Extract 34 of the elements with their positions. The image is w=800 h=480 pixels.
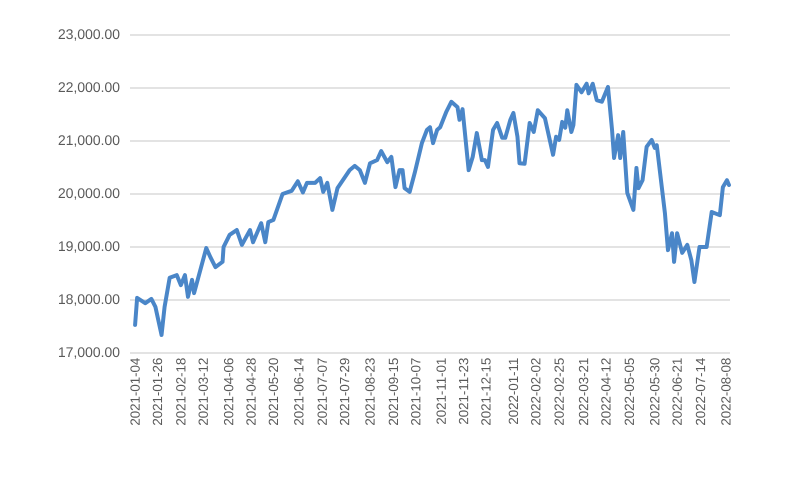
- y-tick-label: 22,000.00: [58, 82, 120, 94]
- y-tick-label: 21,000.00: [58, 135, 120, 147]
- x-tick-label: 2021-10-07: [411, 358, 420, 425]
- line-series: [133, 82, 731, 337]
- x-tick-label: 2022-06-21: [672, 358, 682, 425]
- x-tick-label: 2021-01-26: [152, 358, 162, 425]
- x-tick-label: 2021-07-29: [340, 358, 350, 425]
- x-tick-label: 2021-03-12: [198, 358, 208, 425]
- y-tick-label: 23,000.00: [58, 29, 120, 41]
- x-tick-label: 2022-05-05: [624, 358, 634, 425]
- x-tick-label: 2022-05-30: [650, 358, 660, 425]
- x-tick-label: 2021-05-20: [268, 358, 278, 425]
- y-tick-label: 20,000.00: [58, 188, 120, 200]
- x-tick-label: 2021-04-06: [224, 358, 234, 425]
- y-tick-label: 19,000.00: [58, 241, 120, 253]
- x-tick-label: 2021-11-23: [458, 358, 468, 424]
- x-tick-label: 2021-02-18: [176, 358, 186, 425]
- x-tick-label: 2022-08-08: [721, 358, 731, 425]
- x-tick-label: 2021-07-07: [318, 358, 327, 425]
- y-tick-label: 17,000.00: [58, 347, 120, 359]
- x-tick-label: 2021-12-15: [481, 358, 491, 425]
- x-tick-label: 2022-01-11: [508, 358, 518, 424]
- x-tick-label: 2021-08-23: [365, 358, 375, 425]
- x-tick-label: 2021-06-14: [294, 358, 304, 425]
- x-tick-label: 2022-07-14: [696, 358, 706, 425]
- x-tick-label: 2021-04-28: [246, 358, 256, 425]
- y-tick-label: 18,000.00: [58, 294, 120, 306]
- x-tick-label: 2021-11-01: [436, 358, 446, 424]
- x-tick-label: 2021-09-15: [388, 358, 398, 425]
- x-tick-label: 2022-02-02: [531, 358, 540, 425]
- x-tick-label: 2021-01-04: [130, 358, 140, 425]
- x-tick-label: 2022-02-25: [554, 358, 564, 425]
- x-tick-label: 2022-04-12: [601, 358, 611, 425]
- x-tick-label: 2022-03-21: [578, 358, 588, 425]
